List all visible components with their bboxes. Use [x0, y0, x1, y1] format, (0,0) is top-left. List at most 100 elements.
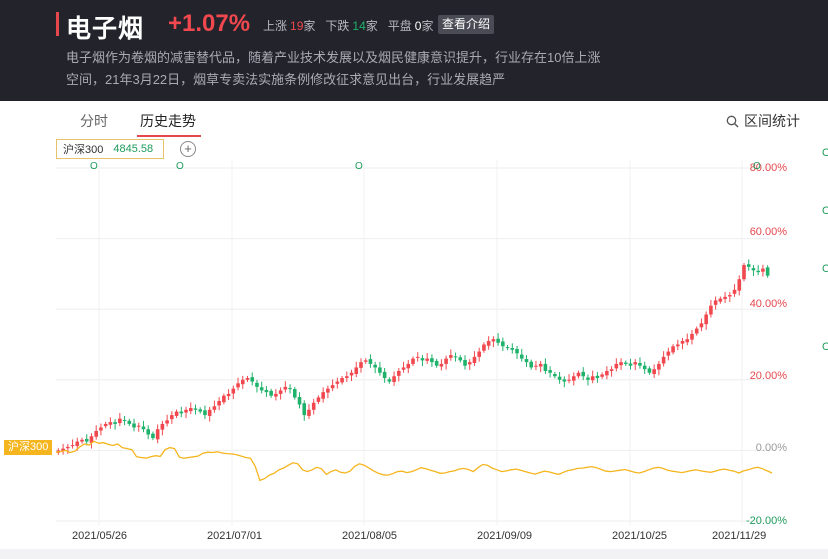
candle-body: [567, 379, 571, 381]
candle-body: [340, 378, 344, 383]
search-icon: [726, 115, 739, 127]
event-marker[interactable]: O: [753, 161, 761, 172]
candle-body: [675, 344, 680, 347]
candle-body: [553, 374, 557, 377]
candle-body: [699, 323, 704, 328]
candle-body: [165, 420, 169, 424]
candle-body: [486, 340, 491, 346]
candle-body: [434, 360, 439, 366]
y-tick-label: 20.00%: [749, 370, 787, 382]
tab-history[interactable]: 历史走势: [140, 113, 196, 129]
edge-marker: O: [822, 341, 828, 353]
candle-body: [694, 328, 699, 334]
candle-body: [274, 393, 278, 397]
candle-body: [751, 268, 756, 271]
candle-body: [647, 368, 652, 373]
candle-body: [141, 426, 146, 430]
tab-intraday[interactable]: 分时: [80, 113, 108, 129]
index-legend: 沪深300 4845.58: [56, 139, 164, 159]
candle-body: [354, 367, 359, 375]
event-marker[interactable]: O: [355, 161, 363, 172]
candle-body: [66, 446, 70, 449]
candle-body: [122, 419, 127, 421]
candle-body: [184, 409, 188, 413]
candle-body: [586, 377, 590, 380]
candle-body: [155, 429, 160, 440]
candle-body: [746, 264, 751, 267]
legend-index-name: 沪深300: [63, 144, 104, 156]
candle-body: [737, 279, 742, 291]
candle-body: [363, 360, 368, 362]
candle-body: [269, 390, 273, 396]
down-unit: 家: [365, 19, 378, 33]
candle-body: [382, 371, 387, 379]
candle-body: [326, 388, 330, 393]
add-compare-button[interactable]: +: [180, 141, 196, 157]
candle-body: [529, 361, 534, 368]
y-tick-label: 40.00%: [749, 298, 787, 310]
event-marker[interactable]: O: [176, 161, 184, 172]
candle-body: [170, 415, 174, 420]
candle-body: [94, 430, 98, 437]
candle-body: [250, 377, 255, 382]
flat-count: 0: [414, 19, 422, 33]
edge-marker: O: [822, 205, 828, 217]
candle-body: [212, 406, 217, 410]
candle-body: [661, 356, 666, 364]
candle-body: [151, 433, 155, 439]
x-tick-label: 2021/07/01: [207, 530, 263, 542]
candle-body: [623, 362, 628, 364]
candle-body: [619, 362, 623, 366]
legend-index-value: 4845.58: [113, 143, 154, 155]
candle-body: [505, 347, 510, 349]
candle-body: [666, 351, 671, 356]
candle-body: [581, 371, 586, 377]
candle-body: [628, 363, 633, 366]
y-tick-label: 0.00%: [755, 442, 787, 454]
candle-body: [425, 358, 429, 361]
sector-description: 电子烟作为卷烟的减害替代品，随着产业技术发展以及烟民健康意识提升，行业存在10倍…: [66, 50, 601, 87]
candle-body: [292, 389, 297, 398]
candle-body: [439, 363, 444, 367]
event-marker[interactable]: O: [90, 161, 98, 172]
candle-body: [642, 365, 647, 370]
down-label: 下跌: [325, 19, 350, 33]
candle-body: [501, 341, 505, 347]
candle-body: [704, 314, 708, 325]
range-stats-button[interactable]: 区间统计: [726, 111, 800, 131]
candle-body: [713, 300, 718, 305]
candle-body: [411, 358, 415, 364]
candle-body: [255, 382, 259, 387]
candle-body: [203, 410, 207, 416]
candle-body: [605, 370, 609, 376]
candle-body: [283, 386, 288, 390]
index-line: [55, 440, 773, 482]
x-tick-label: 2021/05/26: [72, 530, 128, 542]
candle-body: [685, 339, 690, 343]
candle-body: [638, 362, 642, 366]
candle-body: [491, 339, 496, 342]
active-tab-underline: [137, 135, 201, 137]
candle-body: [600, 374, 604, 377]
candle-body: [444, 358, 448, 364]
candle-body: [316, 397, 321, 402]
candle-body: [557, 376, 562, 380]
candle-body: [387, 379, 392, 382]
down-stat: 下跌 14家: [325, 17, 377, 34]
candle-body: [548, 370, 552, 373]
view-intro-button[interactable]: 查看介绍: [438, 15, 495, 34]
up-count: 19: [290, 19, 304, 33]
candle-body: [378, 367, 382, 373]
candle-body: [765, 267, 770, 276]
candle-body: [406, 363, 411, 369]
candle-body: [401, 367, 406, 370]
candle-body: [136, 425, 141, 427]
candle-body: [472, 356, 477, 363]
candle-body: [671, 346, 675, 353]
candle-body: [467, 362, 472, 365]
up-label: 上涨: [263, 19, 288, 33]
candle-body: [297, 397, 302, 405]
x-tick-label: 2021/09/09: [477, 530, 533, 542]
candle-body: [80, 439, 84, 442]
